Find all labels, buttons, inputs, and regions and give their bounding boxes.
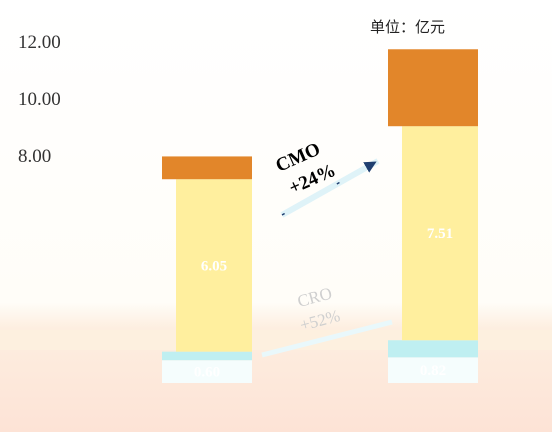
bars	[162, 49, 478, 383]
y-tick-label: 10.00	[18, 89, 61, 110]
bar-value-label: 0.60	[194, 365, 220, 381]
bar-value-label: 0.82	[420, 363, 446, 379]
segment-labels: 0.60 6.05 0.82 7.51	[194, 226, 453, 380]
y-tick-label: 8.00	[18, 146, 51, 167]
bar-segment	[176, 179, 252, 352]
y-axis-ticks: 12.00 10.00 8.00	[18, 32, 61, 167]
bar-segment	[162, 156, 252, 180]
cmo-arrow-shadow	[280, 158, 380, 218]
bar-value-label: 6.05	[201, 258, 227, 274]
bar-segment	[402, 126, 478, 341]
bar-segment	[388, 340, 478, 358]
bar-value-label: 7.51	[427, 226, 453, 242]
y-tick-label: 12.00	[18, 32, 61, 53]
bar-segment	[162, 360, 252, 383]
bar-segment	[388, 49, 478, 127]
unit-label: 单位：亿元	[370, 18, 445, 36]
bar-segment	[388, 357, 478, 383]
cro-arrow-icon	[261, 319, 393, 358]
bar-segment	[162, 351, 252, 361]
